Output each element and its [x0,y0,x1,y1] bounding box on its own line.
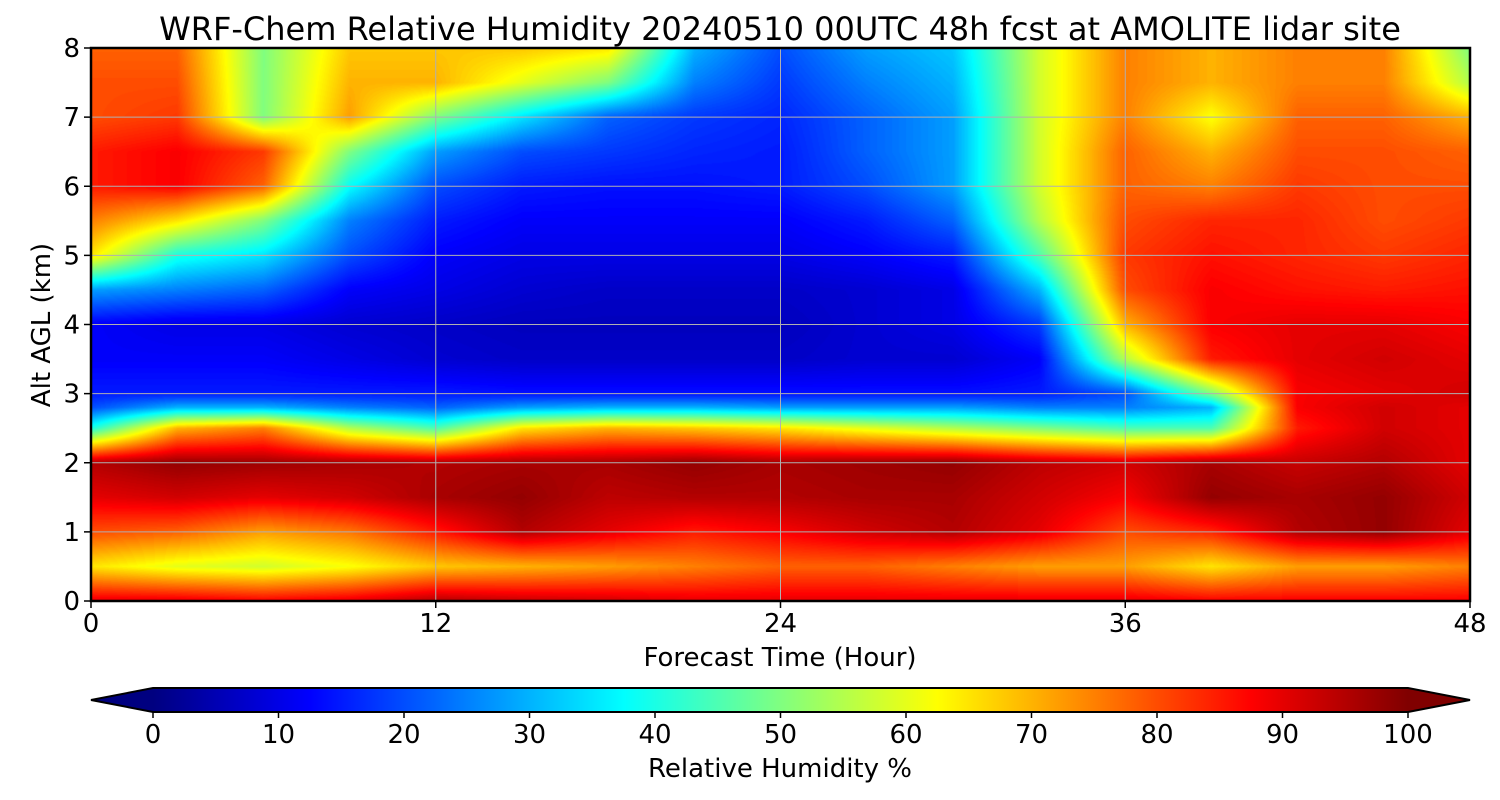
colorbar-tick-label: 0 [145,720,162,750]
colorbar-high-extension [1408,688,1470,712]
y-tick-label: 1 [63,518,80,548]
y-tick-label: 3 [63,380,80,410]
colorbar-tick-label: 50 [764,720,797,750]
colorbar-tick-label: 20 [387,720,420,750]
colorbar-tick-label: 60 [889,720,922,750]
y-tick-label: 5 [63,241,80,271]
y-tick-label: 6 [63,172,80,202]
x-tick-label: 0 [83,609,100,639]
y-tick-label: 7 [63,103,80,133]
x-tick-label: 36 [1109,609,1142,639]
y-tick-label: 2 [63,449,80,479]
colorbar-low-extension [91,688,153,712]
colorbar-ticks: 0 10 20 30 40 50 60 70 80 90 100 [145,712,1433,750]
colorbar-scale [153,688,1408,712]
colorbar-tick-label: 10 [262,720,295,750]
x-tick-label: 24 [764,609,797,639]
colorbar-tick-label: 100 [1383,720,1433,750]
y-axis: 0 1 2 3 4 5 6 7 8 [63,34,91,617]
y-tick-label: 8 [63,34,80,64]
y-tick-label: 0 [63,587,80,617]
colorbar: 0 10 20 30 40 50 60 70 80 90 100 [90,687,1471,750]
x-axis: 0 12 24 36 48 [83,601,1487,639]
colorbar-tick-label: 80 [1140,720,1173,750]
x-tick-label: 12 [419,609,452,639]
colorbar-label: Relative Humidity % [648,754,912,784]
chart-title: WRF-Chem Relative Humidity 20240510 00UT… [159,10,1401,48]
y-tick-label: 4 [63,311,80,341]
colorbar-tick-label: 70 [1015,720,1048,750]
colorbar-tick-label: 90 [1266,720,1299,750]
y-axis-label: Alt AGL (km) [27,243,57,407]
colorbar-tick-label: 30 [513,720,546,750]
colorbar-tick-label: 40 [638,720,671,750]
x-axis-label: Forecast Time (Hour) [643,643,916,673]
x-tick-label: 48 [1453,609,1486,639]
